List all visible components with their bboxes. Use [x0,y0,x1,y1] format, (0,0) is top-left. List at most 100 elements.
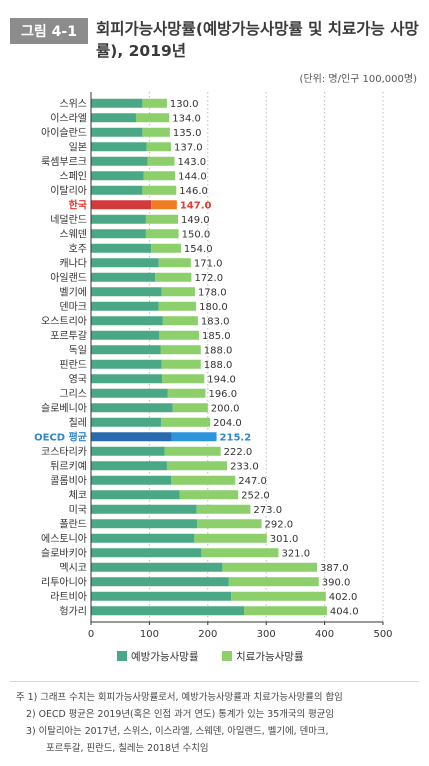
category-label: 룩셈부르크 [41,156,87,168]
bar-prevent [91,359,162,369]
category-label: 칠레 [69,417,87,429]
figure-label: 그림 4-1 [10,18,88,44]
category-label: 그리스 [59,388,87,400]
bar-prevent [91,113,136,123]
value-label: 130.0 [170,99,199,110]
bar-treat [167,388,206,398]
bar-treat [160,345,201,355]
value-label: 292.0 [265,519,294,530]
x-tick-label: 300 [257,629,276,640]
legend-label-prevent: 예방가능사망률 [131,650,199,663]
bar-prevent [91,461,167,471]
bar-treat [244,606,327,616]
bar-treat [161,359,201,369]
bar-treat [196,504,251,514]
value-label: 252.0 [241,490,270,501]
bar-treat [135,113,170,123]
value-label: 172.0 [194,273,223,284]
bar-treat [231,591,326,601]
value-label: 180.0 [199,302,228,313]
category-label: 라트비아 [50,591,87,603]
chart-title: 회피가능사망률(예방가능사망률 및 치료가능 사망률), 2019년 [96,20,419,60]
bar-prevent [91,185,143,195]
category-label: 슬로바키아 [41,547,87,559]
x-tick-label: 0 [88,629,94,640]
category-label: OECD 평균 [34,430,87,443]
value-label: 196.0 [208,389,237,400]
value-label: 171.0 [194,258,223,269]
bar-treat [145,214,179,224]
bar-prevent [91,504,197,514]
bar-treat [194,533,267,543]
bar-treat [155,272,192,282]
bar-prevent [91,127,143,137]
bar-prevent [91,98,143,108]
bar-prevent [91,446,165,456]
bar-treat [161,417,211,427]
category-label: 이탈리아 [50,184,87,197]
bar-treat [147,156,175,166]
value-label: 301.0 [270,534,299,545]
value-label: 204.0 [213,418,242,429]
category-label: 에스토니아 [41,533,87,545]
value-label: 233.0 [230,461,259,472]
category-label: 아일랜드 [50,272,87,284]
bar-treat [197,519,262,529]
category-label: 리투아니아 [41,576,87,588]
bar-treat [151,200,177,210]
value-label: 188.0 [204,345,233,356]
bar-prevent [91,156,148,166]
value-label: 149.0 [181,215,210,226]
value-label: 390.0 [322,577,351,588]
category-label: 네덜란드 [50,214,87,226]
bar-prevent [91,606,245,616]
category-label: 헝가리 [59,605,87,617]
value-label: 402.0 [329,592,358,603]
category-label: 일본 [69,141,87,153]
bar-prevent [91,374,163,384]
value-label: 222.0 [224,447,253,458]
notes: 주 1) 그래프 수치는 회피가능사망률로서, 예방가능사망률과 치료가능사망률… [16,689,421,757]
category-label: 영국 [69,373,87,385]
value-label: 134.0 [172,113,201,124]
bar-prevent [91,200,152,210]
value-label: 404.0 [330,606,359,617]
bar-prevent [91,562,223,572]
bar-prevent [91,171,144,181]
category-label: 콜롬비아 [50,475,87,487]
x-tick-label: 500 [373,629,392,640]
bar-prevent [91,403,173,413]
bar-chart: 스위스 130.0 이스라엘 134.0 아이슬란드 135.0 일본 137.0 룩셈부르크 1… [34,92,393,663]
category-label: 독일 [69,344,87,356]
value-label: 183.0 [201,316,230,327]
value-label: 147.0 [180,200,212,211]
bar-treat [143,171,176,181]
legend-swatch-treat [222,651,232,661]
category-label: 스페인 [59,170,87,182]
value-label: 247.0 [238,476,267,487]
bar-treat [145,229,179,239]
value-label: 154.0 [184,244,213,255]
bar-prevent [91,475,172,485]
unit-label: (단위: 명/인구 100,000명) [299,74,417,85]
bar-prevent [91,243,152,253]
value-label: 137.0 [174,142,203,153]
category-label: 코스타리카 [41,446,87,458]
bar-treat [172,403,208,413]
value-label: 188.0 [204,360,233,371]
bar-treat [142,127,170,137]
bar-treat [201,548,279,558]
bar-prevent [91,577,229,587]
bar-prevent [91,272,156,282]
bar-prevent [91,432,172,442]
value-label: 387.0 [320,563,349,574]
bar-treat [142,185,177,195]
note-1: 주 1) 그래프 수치는 회피가능사망률로서, 예방가능사망률과 치료가능사망률… [16,692,343,703]
bar-prevent [91,417,162,427]
bar-prevent [91,330,160,340]
category-label: 체코 [69,489,87,501]
category-label: 폴란드 [59,518,87,530]
bar-treat [171,475,236,485]
category-label: 미국 [69,504,87,516]
value-label: 273.0 [253,505,282,516]
